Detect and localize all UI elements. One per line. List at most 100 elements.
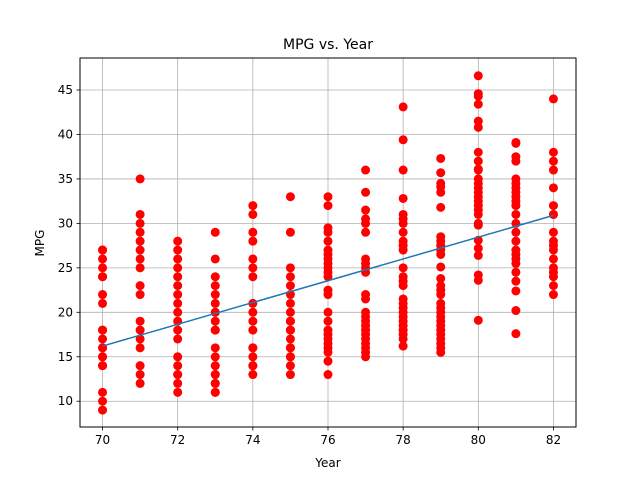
data-point [323, 245, 333, 255]
data-point [548, 183, 558, 193]
y-axis-label: MPG [33, 230, 47, 257]
data-point [436, 298, 446, 308]
data-point [398, 102, 408, 112]
data-point [398, 193, 408, 203]
data-point [285, 370, 295, 380]
data-point [473, 99, 483, 109]
data-point [98, 361, 108, 371]
data-point [436, 178, 446, 188]
data-point [173, 245, 183, 255]
x-tick-label: 74 [245, 433, 260, 447]
data-point [511, 329, 521, 339]
data-point [135, 236, 145, 246]
y-tick-label: 15 [58, 350, 73, 364]
x-axis-label: Year [314, 456, 340, 470]
data-point [323, 307, 333, 317]
data-point [323, 370, 333, 380]
data-point [436, 168, 446, 178]
data-point [210, 387, 220, 397]
data-point [473, 156, 483, 166]
data-point [548, 227, 558, 237]
data-point [135, 343, 145, 353]
data-point [285, 298, 295, 308]
data-point [285, 361, 295, 371]
data-point [398, 209, 408, 219]
data-point [361, 227, 371, 237]
data-point [135, 209, 145, 219]
data-point [248, 325, 258, 335]
data-point [285, 263, 295, 273]
data-point [323, 236, 333, 246]
data-point [248, 254, 258, 264]
data-point [135, 334, 145, 344]
x-tick-label: 78 [396, 433, 411, 447]
data-point [98, 405, 108, 415]
x-tick-label: 70 [95, 433, 110, 447]
data-point [98, 396, 108, 406]
data-point [210, 316, 220, 326]
data-point [436, 274, 446, 284]
data-point [98, 290, 108, 300]
data-point [173, 352, 183, 362]
data-point [473, 71, 483, 81]
x-tick-label: 80 [471, 433, 486, 447]
data-point [173, 370, 183, 380]
data-point [173, 307, 183, 317]
x-tick-label: 72 [170, 433, 185, 447]
data-point [173, 387, 183, 397]
data-point [98, 272, 108, 282]
data-point [98, 387, 108, 397]
data-point [173, 236, 183, 246]
data-point [285, 192, 295, 202]
data-point [135, 263, 145, 273]
data-point [98, 298, 108, 308]
data-point [473, 174, 483, 184]
data-point [135, 218, 145, 228]
data-point [436, 202, 446, 212]
y-tick-label: 40 [58, 127, 73, 141]
data-point [210, 370, 220, 380]
data-point [511, 209, 521, 219]
data-point [210, 290, 220, 300]
data-point [511, 276, 521, 286]
data-point [473, 164, 483, 174]
data-point [248, 361, 258, 371]
data-point [548, 281, 558, 291]
data-point [398, 135, 408, 145]
data-point [548, 254, 558, 264]
y-tick-label: 35 [58, 172, 73, 186]
data-point [173, 298, 183, 308]
data-point [173, 263, 183, 273]
data-point [135, 325, 145, 335]
x-tick-label: 82 [546, 433, 561, 447]
data-point [248, 263, 258, 273]
data-point [398, 294, 408, 304]
data-point [285, 272, 295, 282]
data-point [323, 325, 333, 335]
data-point [473, 315, 483, 325]
data-point [210, 343, 220, 353]
data-point [436, 153, 446, 163]
data-point [361, 214, 371, 224]
data-point [323, 192, 333, 202]
data-point [548, 290, 558, 300]
data-point [511, 267, 521, 277]
data-point [398, 263, 408, 273]
y-tick-label: 30 [58, 216, 73, 230]
data-point [548, 147, 558, 157]
data-point [248, 272, 258, 282]
data-point [361, 307, 371, 317]
data-point [135, 281, 145, 291]
data-point [210, 298, 220, 308]
data-point [511, 227, 521, 237]
data-point [323, 201, 333, 211]
data-point [323, 356, 333, 366]
data-point [98, 254, 108, 264]
data-point [361, 290, 371, 300]
data-point [248, 201, 258, 211]
data-point [398, 227, 408, 237]
data-point [173, 290, 183, 300]
data-point [173, 325, 183, 335]
data-point [548, 241, 558, 251]
data-point [135, 378, 145, 388]
